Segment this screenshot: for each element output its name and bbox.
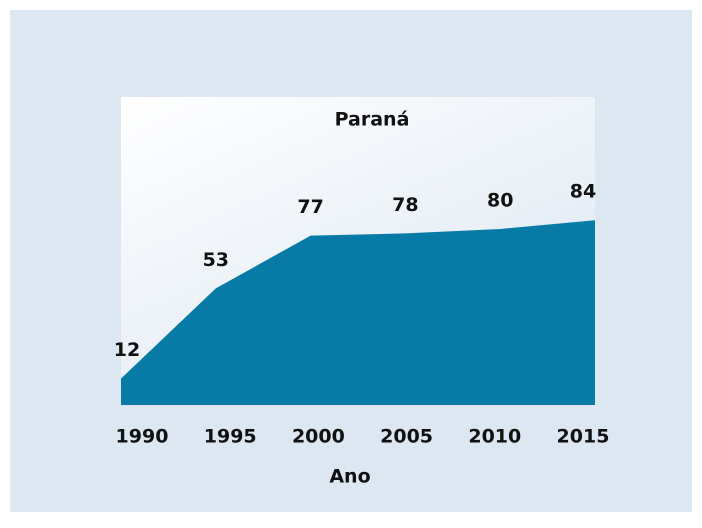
data-label: 78: [392, 194, 418, 216]
data-label: 12: [114, 339, 140, 361]
x-tick-label: 2010: [468, 426, 521, 448]
data-label: 80: [487, 190, 513, 212]
chart-title: Paraná: [335, 109, 410, 131]
x-tick-label: 1995: [204, 426, 257, 448]
data-label: 53: [203, 249, 229, 271]
x-tick-label: 2005: [380, 426, 433, 448]
x-tick-label: 1990: [116, 426, 169, 448]
x-tick-label: 2000: [292, 426, 345, 448]
data-label: 84: [570, 181, 596, 203]
x-tick-label: 2015: [557, 426, 610, 448]
x-axis-label: Ano: [329, 466, 370, 488]
area: [121, 220, 595, 405]
data-label: 77: [297, 196, 323, 218]
